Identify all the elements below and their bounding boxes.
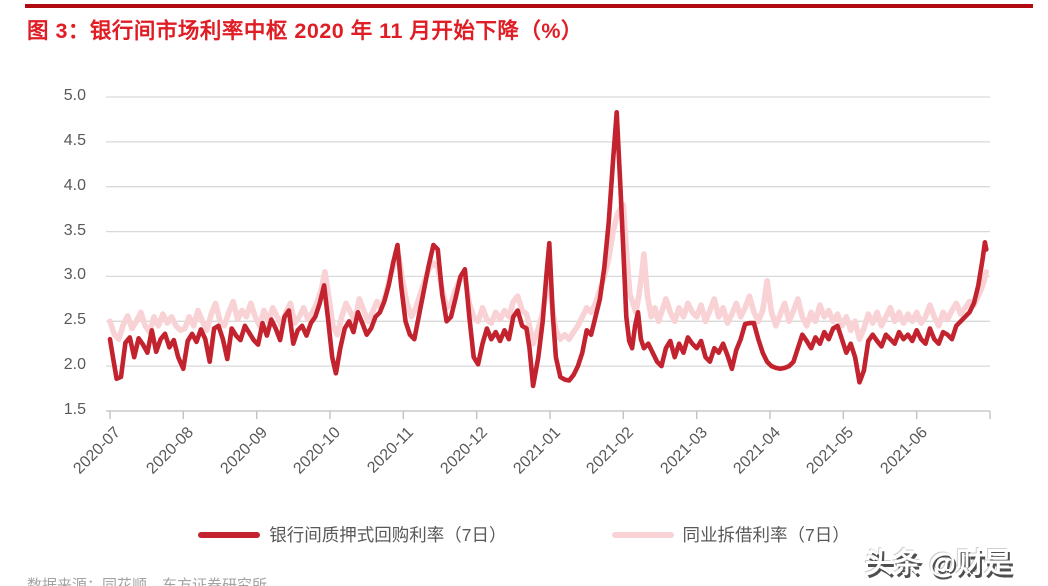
lending-line-swatch — [611, 531, 674, 538]
figure-title: 图 3：银行间市场利率中枢 2020 年 11 月开始下降（%） — [27, 19, 584, 43]
legend-item-lending: 同业拆借利率（7日） — [611, 522, 850, 547]
series-line-repo — [107, 110, 989, 389]
title-rule — [25, 4, 1033, 8]
y-tick-label: 2.5 — [63, 311, 86, 329]
y-tick-label: 3.0 — [63, 266, 86, 284]
watermark-text: 头条 @财是 — [864, 547, 1012, 578]
legend-item-repo: 银行间质押式回购利率（7日） — [198, 522, 507, 547]
chart-legend: 银行间质押式回购利率（7日） 同业拆借利率（7日） — [0, 522, 1048, 547]
y-tick-label: 2.0 — [63, 356, 86, 374]
y-tick-label: 1.5 — [63, 401, 86, 418]
y-tick-label: 3.5 — [63, 221, 86, 239]
y-tick-label: 4.0 — [63, 176, 86, 194]
y-tick-label: 5.0 — [63, 87, 86, 104]
legend-label-lending: 同业拆借利率（7日） — [682, 525, 850, 545]
repo-line-swatch — [198, 531, 261, 538]
legend-label-repo: 银行间质押式回购利率（7日） — [269, 525, 507, 545]
data-source-note: 数据来源：同花顺，东方证券研究所 — [27, 577, 268, 586]
y-tick-label: 4.5 — [63, 131, 86, 149]
